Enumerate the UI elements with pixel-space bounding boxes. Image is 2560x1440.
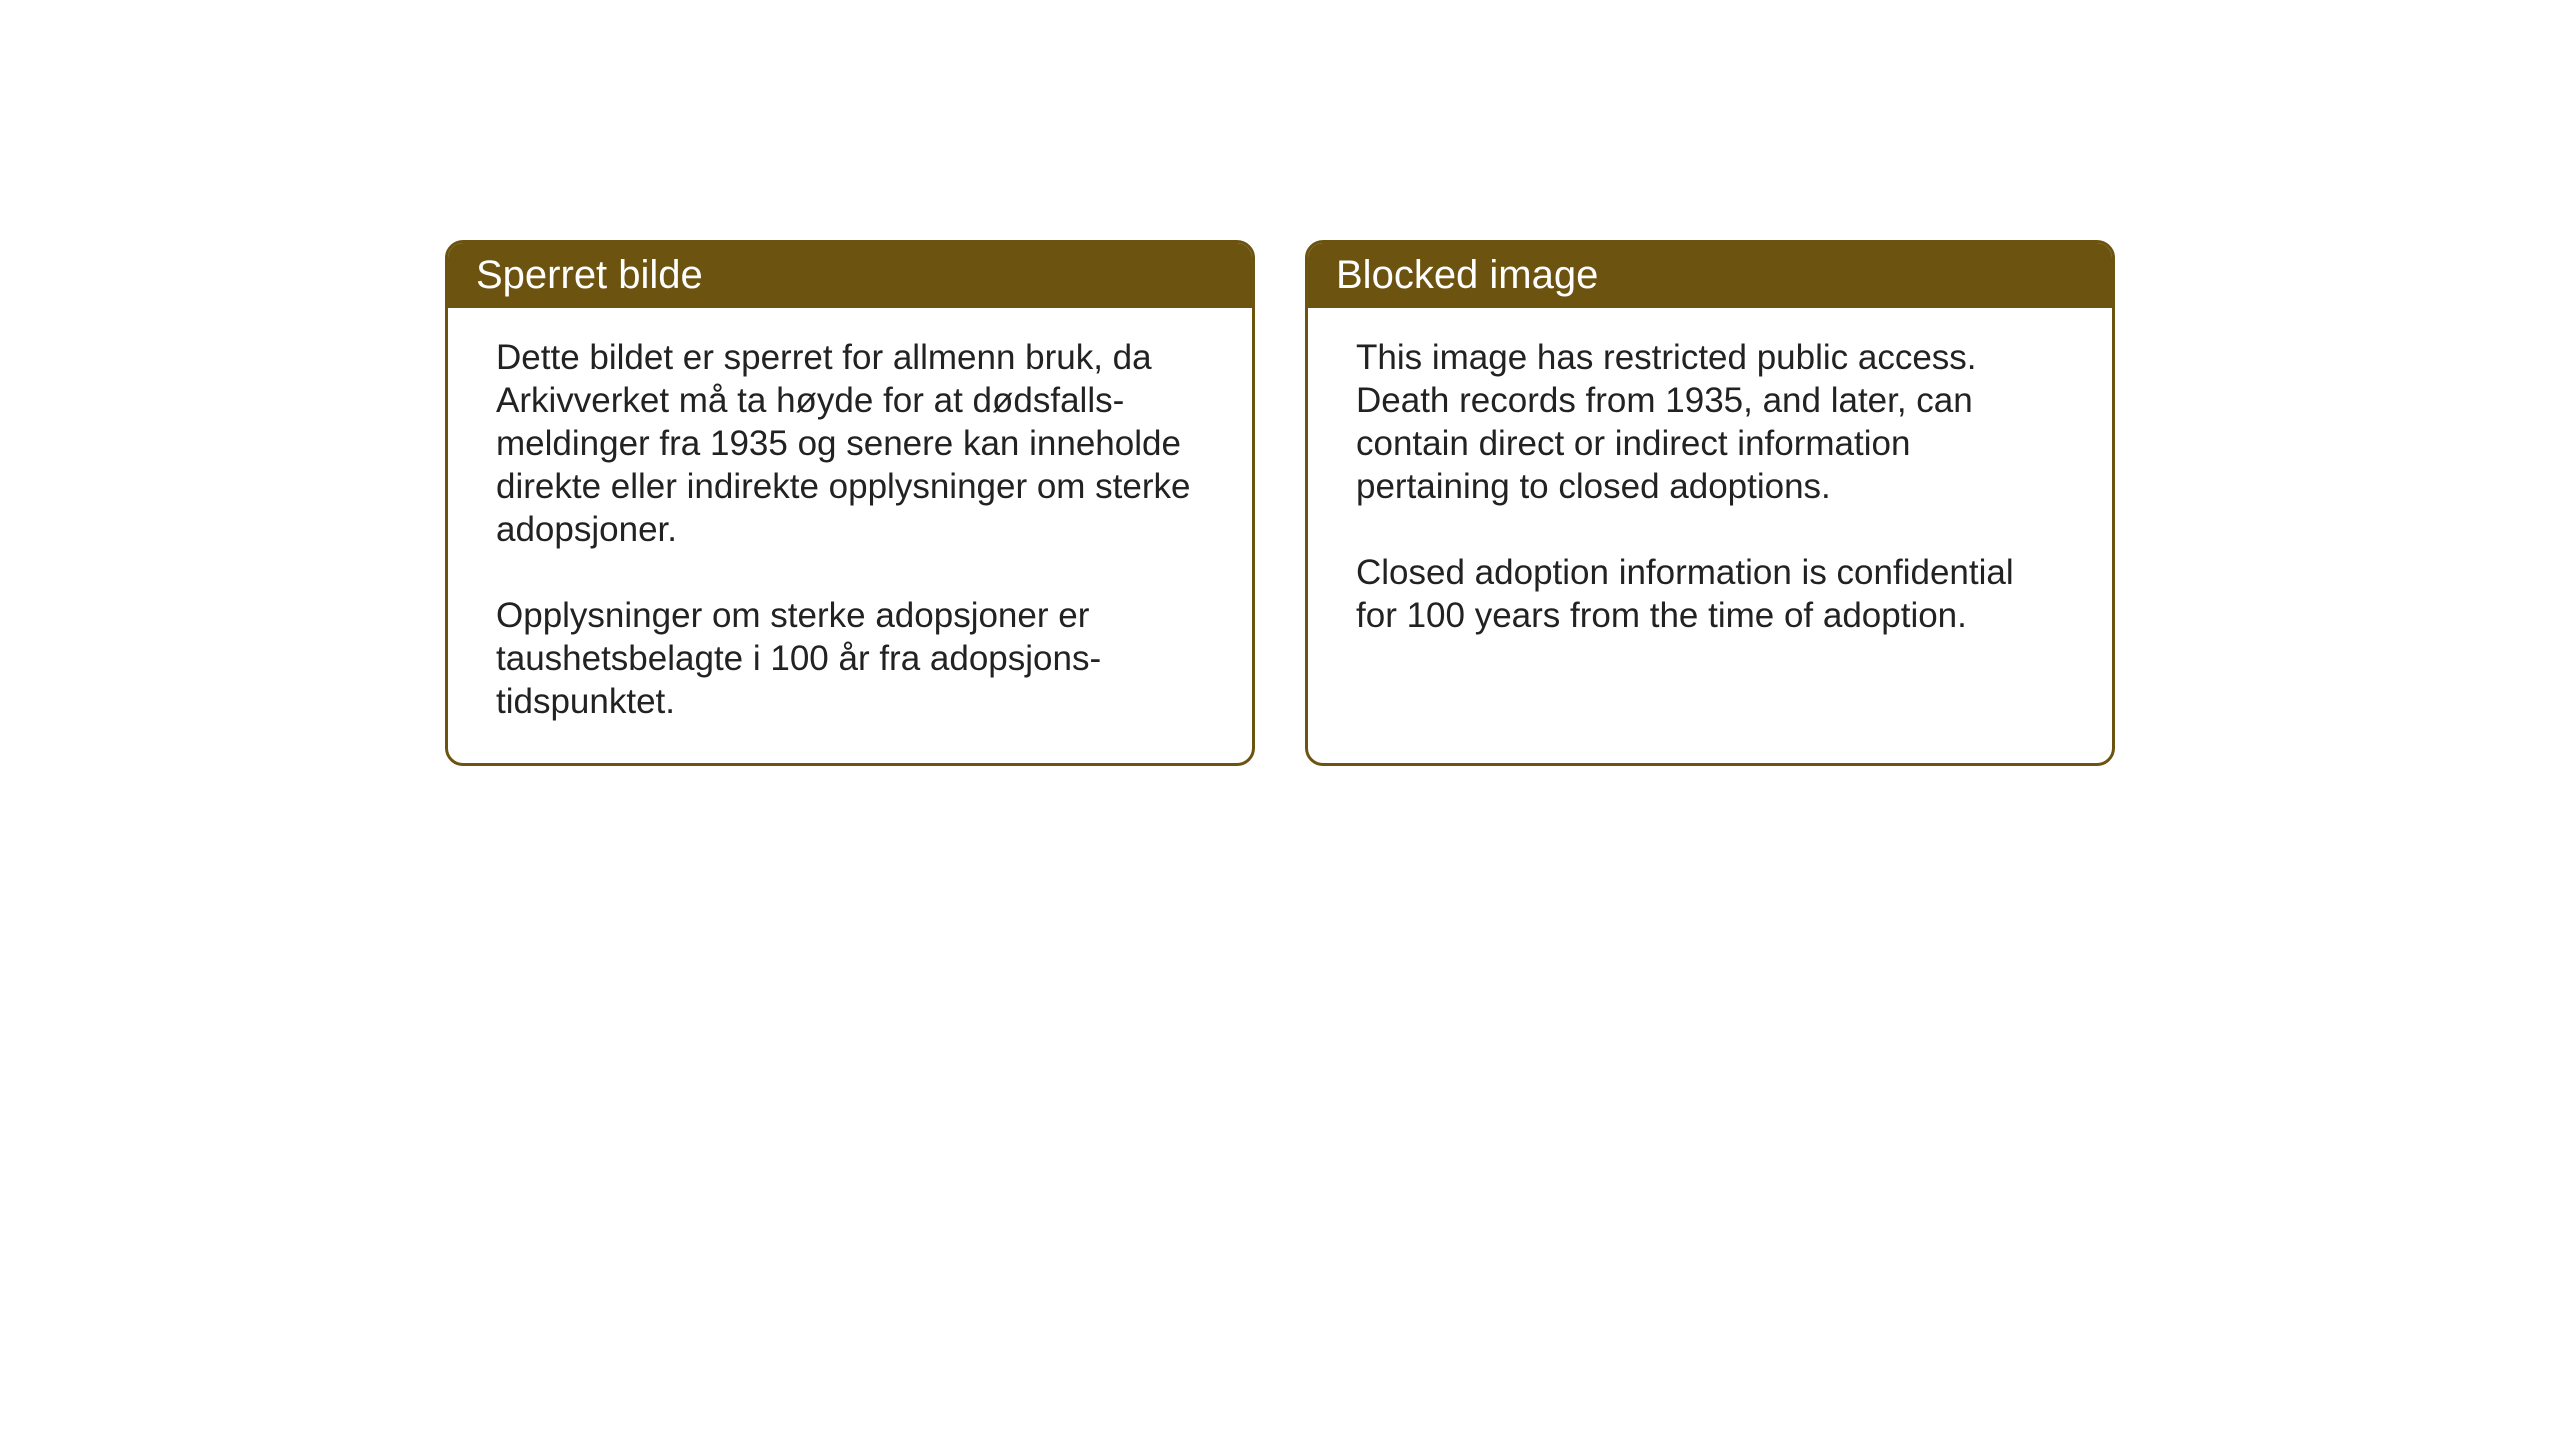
english-paragraph-1: This image has restricted public access.… <box>1356 336 2064 508</box>
english-notice-card: Blocked image This image has restricted … <box>1305 240 2115 766</box>
norwegian-card-body: Dette bildet er sperret for allmenn bruk… <box>448 308 1252 763</box>
norwegian-card-title: Sperret bilde <box>448 243 1252 308</box>
norwegian-notice-card: Sperret bilde Dette bildet er sperret fo… <box>445 240 1255 766</box>
norwegian-paragraph-1: Dette bildet er sperret for allmenn bruk… <box>496 336 1204 551</box>
english-card-body: This image has restricted public access.… <box>1308 308 2112 677</box>
english-paragraph-2: Closed adoption information is confident… <box>1356 551 2064 637</box>
norwegian-paragraph-2: Opplysninger om sterke adopsjoner er tau… <box>496 594 1204 723</box>
notice-container: Sperret bilde Dette bildet er sperret fo… <box>445 240 2115 766</box>
english-card-title: Blocked image <box>1308 243 2112 308</box>
